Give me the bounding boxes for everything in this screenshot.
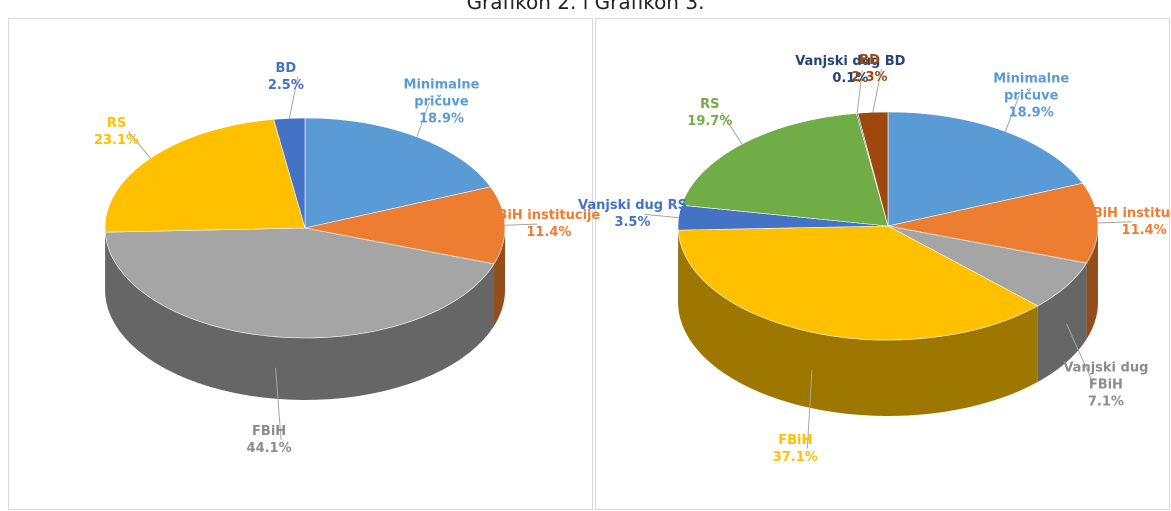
data-label: FBiH 37.1%	[735, 432, 855, 466]
label-value: 23.1%	[93, 132, 140, 148]
label-value: 37.1%	[772, 449, 818, 465]
label-value: 11.4%	[526, 225, 572, 241]
leader-line	[721, 112, 743, 145]
data-label: Vanjski dug BD 0.1%	[790, 53, 910, 87]
label-value: 11.4%	[1121, 222, 1167, 238]
slice	[887, 182, 1099, 264]
label-name: BiH institucije	[1092, 205, 1171, 221]
leader-line	[872, 68, 883, 113]
leader-line	[288, 76, 299, 119]
slice-side	[1037, 263, 1087, 382]
data-label: Minimalne pričuve 18.9%	[382, 77, 502, 128]
label-value: 18.9%	[418, 111, 465, 127]
leader-line	[1097, 221, 1133, 224]
slice-side	[494, 228, 505, 326]
slice	[104, 119, 306, 233]
slice-side	[678, 230, 1038, 416]
label-value: 18.9%	[1008, 105, 1054, 121]
label-name: BD	[859, 53, 880, 69]
panel	[8, 18, 593, 510]
data-label: FBiH 44.1%	[209, 423, 329, 457]
label-name: Vanjski dug BD	[795, 54, 906, 70]
label-name: FBiH	[778, 432, 813, 448]
leader-line	[644, 213, 679, 219]
slice	[887, 111, 1084, 227]
leader-line	[128, 131, 151, 159]
label-value: 19.7%	[687, 113, 733, 129]
leader-line	[806, 370, 813, 449]
leader-line	[416, 102, 430, 137]
label-name: FBiH	[252, 424, 287, 440]
label-value: 0.1%	[832, 71, 869, 87]
leader-line	[1066, 323, 1095, 385]
label-value: 3.5%	[614, 215, 651, 231]
slice	[677, 225, 1039, 341]
data-label: Vanjski dug RS 3.5%	[572, 197, 692, 231]
label-name: BiH institucije	[497, 208, 601, 224]
slice	[304, 186, 506, 265]
label-value: 2.3%	[851, 70, 888, 86]
slice	[104, 227, 495, 339]
label-name: BD	[275, 60, 297, 76]
slice-side	[1086, 226, 1098, 340]
label-name: RS	[700, 96, 720, 112]
data-label: BD 2.3%	[810, 52, 930, 86]
label-name: Minimalne pričuve	[403, 77, 480, 110]
data-label: BD 2.5%	[226, 60, 346, 94]
slice	[304, 117, 492, 229]
label-value: 2.5%	[267, 77, 304, 93]
label-name: RS	[106, 115, 127, 131]
leader-line	[856, 70, 863, 114]
leader-line	[275, 367, 282, 441]
data-label: Minimalne pričuve 18.9%	[971, 70, 1091, 121]
panel	[595, 18, 1170, 510]
data-label: Vanjski dug FBiH 7.1%	[1046, 359, 1166, 410]
data-label: RS 23.1%	[57, 115, 177, 149]
label-value: 7.1%	[1087, 394, 1124, 410]
label-name: Minimalne pričuve	[993, 71, 1070, 104]
slice-side	[105, 232, 495, 400]
slice	[857, 111, 889, 227]
label-name: Vanjski dug FBiH	[1063, 360, 1149, 393]
label-value: 44.1%	[246, 441, 292, 457]
label-name: Vanjski dug RS	[578, 198, 687, 214]
leader-line	[1004, 95, 1020, 132]
data-label: RS 19.7%	[650, 96, 770, 130]
title: Grafikon 2. i Grafikon 3.	[466, 0, 705, 14]
leader-line	[504, 223, 537, 226]
